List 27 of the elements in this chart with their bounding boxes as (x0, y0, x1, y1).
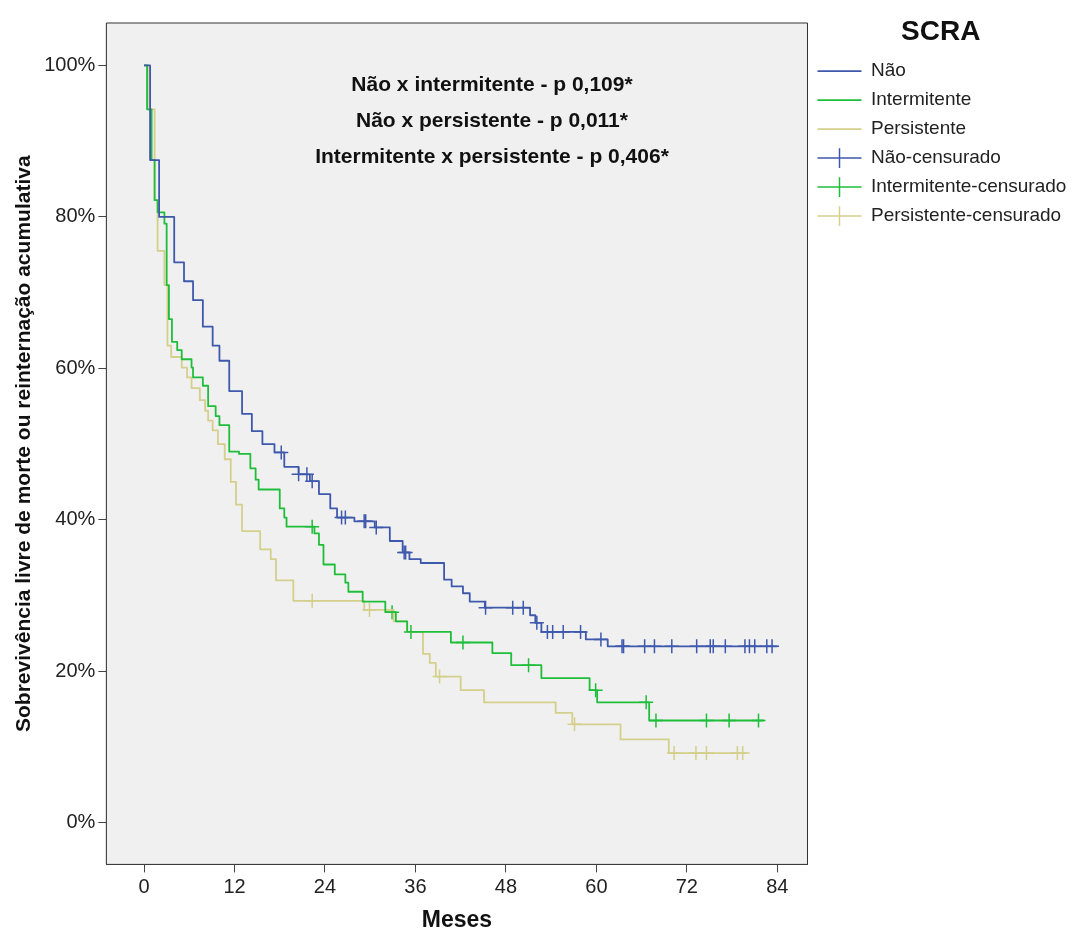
legend-label: Intermitente (871, 88, 972, 110)
x-tick-label: 60 (585, 874, 608, 897)
y-tick-label: 100% (44, 52, 96, 75)
y-tick-label: 0% (66, 810, 96, 833)
y-axis-title: Sobrevivência livre de morte ou reinternação acumulativa (11, 155, 35, 732)
legend-label: Persistente (871, 117, 967, 139)
x-axis-title: Meses (421, 905, 493, 932)
annotation: Intermitente x persistente - p 0,406* (315, 143, 670, 167)
legend-label: Intermitente-censurado (871, 175, 1067, 197)
x-tick-label: 0 (138, 874, 150, 897)
x-tick-label: 12 (223, 874, 246, 897)
legend-label: Não-censurado (871, 146, 1001, 168)
y-tick-label: 20% (55, 658, 96, 681)
legend-label: Não (871, 59, 906, 81)
x-tick-label: 84 (766, 874, 789, 897)
x-tick-label: 72 (675, 874, 698, 897)
legend-label: Persistente-censurado (871, 204, 1062, 226)
annotation: Não x intermitente - p 0,109* (351, 71, 634, 95)
x-tick-label: 48 (494, 874, 518, 897)
y-tick-label: 80% (55, 204, 96, 227)
x-tick-label: 24 (313, 874, 337, 897)
point (529, 615, 545, 631)
legend-title: SCRA (901, 14, 981, 46)
annotation: Não x persistente - p 0,011* (356, 107, 629, 131)
y-tick-label: 40% (55, 507, 96, 530)
x-tick-label: 36 (404, 874, 427, 897)
y-tick-label: 60% (55, 355, 96, 378)
